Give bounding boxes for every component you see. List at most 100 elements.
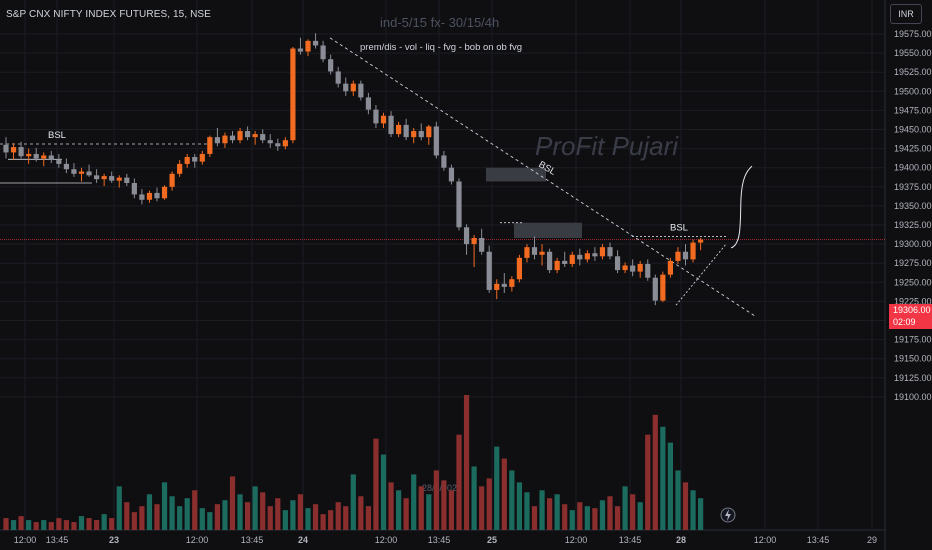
candle-body: [584, 253, 590, 260]
candle-body: [26, 153, 32, 157]
candle-body: [94, 175, 100, 180]
candle: [282, 137, 288, 150]
volume-bar: [554, 494, 560, 530]
volume-bar: [320, 514, 326, 530]
volume-bar: [569, 510, 575, 530]
price-tick-label: 19250.00: [894, 277, 932, 287]
volume-bar: [229, 476, 236, 530]
time-tick-label: 12:00: [754, 535, 777, 545]
volume-bar: [343, 506, 349, 530]
candle: [690, 239, 696, 263]
candle-body: [365, 97, 371, 110]
descending-trendline: [329, 37, 757, 318]
volume-bar: [456, 434, 462, 530]
candle-body: [456, 181, 462, 228]
candle: [18, 141, 24, 159]
candle-body: [614, 256, 621, 271]
time-tick-label: 13:45: [428, 535, 451, 545]
candle: [411, 127, 417, 144]
price-tick-label: 19425.00: [894, 144, 932, 154]
volume-bar: [94, 520, 100, 530]
grid-lines: [0, 0, 885, 530]
volume-bar: [297, 494, 304, 530]
volume-bar: [448, 490, 455, 530]
candle: [101, 173, 107, 187]
candle-body: [139, 194, 145, 200]
volume-bar: [365, 506, 371, 530]
volume-bar: [667, 442, 673, 530]
candle: [463, 224, 470, 255]
candle-body: [426, 126, 432, 138]
candle-body: [131, 182, 137, 195]
candle: [577, 248, 583, 266]
candle-body: [305, 40, 311, 52]
candle-body: [116, 177, 122, 181]
candle-body: [214, 137, 220, 144]
volume-bar: [433, 470, 439, 530]
volume-bar: [312, 504, 319, 530]
bsl-right-label: BSL: [670, 222, 688, 233]
candle: [531, 236, 538, 260]
candle-body: [524, 247, 530, 258]
candle: [373, 105, 379, 128]
volume-bar: [441, 480, 447, 530]
strategy-note: prem/dis - vol - liq - fvg - bob on ob f…: [360, 42, 522, 53]
candle: [267, 134, 273, 148]
candle-body: [577, 254, 583, 260]
volume-bar: [63, 520, 69, 530]
candle-body: [146, 192, 153, 200]
candle: [94, 169, 100, 183]
top-note: ind-5/15 fx- 30/15/4h: [380, 15, 499, 30]
candle: [682, 244, 689, 266]
candle: [146, 190, 153, 203]
volume-bar: [207, 512, 213, 530]
currency-button[interactable]: INR: [890, 4, 922, 24]
candle: [592, 247, 598, 261]
time-tick-label: 13:45: [241, 535, 264, 545]
candle-body: [282, 140, 288, 147]
volume-bar: [350, 474, 356, 530]
candle-body: [192, 157, 198, 162]
candle-body: [479, 237, 485, 252]
candle: [599, 244, 606, 260]
candle: [41, 152, 47, 167]
volume-bar: [56, 518, 62, 530]
candle-body: [396, 124, 402, 135]
candle-body: [48, 155, 54, 161]
volume-bar: [388, 482, 394, 530]
candle: [456, 178, 462, 231]
volume-bar: [109, 518, 115, 530]
price-tick-label: 19300.00: [894, 239, 932, 249]
volume-bar: [675, 470, 681, 530]
candle-body: [101, 176, 107, 180]
candle: [33, 147, 39, 162]
candle: [584, 250, 590, 263]
volume-bar: [562, 504, 568, 530]
candle: [547, 248, 553, 274]
volume-bar: [637, 502, 643, 530]
candle: [479, 228, 485, 255]
candle-body: [418, 131, 424, 138]
volume-bar: [184, 498, 190, 530]
candle: [305, 39, 311, 57]
candle: [471, 234, 477, 268]
time-tick-label: 13:45: [619, 535, 642, 545]
price-tick-label: 19475.00: [894, 105, 932, 115]
price-tick-label: 19450.00: [894, 125, 932, 135]
candle: [660, 271, 666, 303]
volume-bar: [660, 426, 666, 530]
volume-bar: [101, 514, 107, 530]
candle: [433, 121, 439, 159]
time-tick-label: 24: [298, 535, 308, 545]
price-tick-label: 19175.00: [894, 335, 932, 345]
price-tick-label: 19125.00: [894, 373, 932, 383]
volume-bar: [547, 498, 553, 530]
candle: [448, 164, 455, 185]
volume-bar: [260, 492, 266, 530]
time-tick-label: 28: [676, 535, 686, 545]
volume-bar: [630, 494, 636, 530]
candle-body: [675, 251, 681, 261]
candle-body: [531, 247, 538, 255]
candle-body: [169, 173, 175, 187]
